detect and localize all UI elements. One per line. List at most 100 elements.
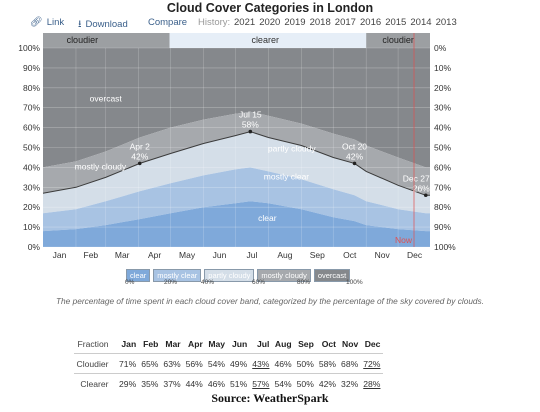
y-right-tick-label: 100% — [434, 242, 456, 252]
history-year-link[interactable]: 2021 — [234, 17, 256, 28]
table-cell: 35% — [138, 373, 161, 393]
y-left-tick-label: 40% — [23, 162, 40, 172]
table-header-month: Jul — [257, 338, 270, 349]
x-tick-label: Jun — [213, 250, 227, 260]
table-cell: 65% — [138, 353, 161, 374]
x-tick-label: Sep — [310, 250, 325, 260]
legend-tick-label: 80% — [297, 279, 311, 286]
link-button[interactable]: 🔗︎ Link — [30, 17, 65, 28]
history-year-link[interactable]: 2017 — [334, 17, 356, 28]
x-tick-label: Dec — [407, 250, 423, 260]
band-label-mostly-clear: mostly clear — [264, 171, 310, 181]
annotation-value: 42% — [131, 151, 148, 161]
x-tick-label: Jul — [246, 250, 257, 260]
table-cell: 68% — [338, 353, 361, 374]
history-year-link[interactable]: 2013 — [435, 17, 457, 28]
history-year-link[interactable]: 2020 — [259, 17, 281, 28]
annotation-value: 58% — [242, 120, 259, 130]
y-left-tick-label: 20% — [23, 202, 40, 212]
band-clear — [43, 201, 430, 247]
y-left-tick-label: 30% — [23, 182, 40, 192]
annotation-point — [423, 193, 428, 198]
table-cell: 43% — [249, 353, 272, 374]
annotation-point — [352, 161, 357, 166]
cloud-cover-chart: cloudier clearer cloudier overcast mostly cl… — [18, 33, 456, 260]
table-cell: 46% — [205, 373, 228, 393]
legend: clear mostly clear partly cloudy mostly clo… — [126, 265, 353, 282]
annotation-date: Jul 15 — [239, 110, 262, 120]
compare-button[interactable]: Compare — [148, 17, 188, 28]
annotation-date: Dec 27 — [403, 173, 430, 183]
y-right-tick-label: 60% — [434, 162, 451, 172]
table-cell: 50% — [294, 373, 317, 393]
table-cell: 29% — [116, 373, 139, 393]
table-cell: 44% — [183, 373, 206, 393]
band-mostly-clear — [43, 167, 430, 232]
legend-item: clear — [126, 269, 151, 282]
x-tick-label: Nov — [375, 250, 391, 260]
y-right-tick-label: 0% — [434, 43, 447, 53]
y-right-tick-label: 30% — [434, 103, 451, 113]
header-label-cloudier-left: cloudier — [67, 35, 99, 45]
table-row-label: Cloudier — [74, 353, 117, 374]
download-button[interactable]: ⭳ Download — [78, 19, 128, 30]
table-cell: 32% — [338, 373, 361, 393]
legend-item: overcast — [313, 269, 351, 282]
legend-tick-label: 100% — [346, 279, 363, 286]
annotation-value: 26% — [413, 183, 430, 193]
toolbar: 🔗︎ Link ⭳ Download Compare History: 2021 20… — [12, 17, 532, 31]
legend-item: mostly clear — [153, 269, 202, 282]
table-row-label: Clearer — [74, 373, 117, 393]
now-label: Now — [395, 235, 413, 245]
legend-tick-label: 60% — [252, 279, 266, 286]
table-cell: 71% — [116, 353, 139, 374]
table-header-month: Dec — [364, 338, 381, 349]
history-year-link[interactable]: 2018 — [309, 17, 331, 28]
table-cell: 54% — [271, 373, 295, 393]
history-year-link[interactable]: 2014 — [410, 17, 432, 28]
y-left-tick-label: 90% — [23, 63, 40, 73]
table-cell: 28% — [360, 373, 383, 393]
band-label-mostly-cloudy: mostly cloudy — [75, 161, 127, 171]
table-cell: 42% — [316, 373, 339, 393]
table-cell: 63% — [160, 353, 184, 374]
history-year-link[interactable]: 2019 — [284, 17, 306, 28]
table-header-month: Apr — [188, 338, 203, 349]
table-cell: 46% — [271, 353, 295, 374]
history-year-link[interactable]: 2016 — [360, 17, 382, 28]
header-label-clearer: clearer — [251, 35, 279, 45]
x-tick-label: Feb — [84, 250, 99, 260]
legend-ticks: 0% 20% 40% 60% 80% 100% — [0, 279, 540, 289]
table-cell: 49% — [227, 353, 250, 374]
table-header-month: Aug — [274, 338, 292, 349]
history-year-link[interactable]: 2015 — [385, 17, 407, 28]
table-row-cloudier: Cloudier 71% 65% 63% 56% 54% 49% 43% 46% 50% 58% 68… — [74, 353, 383, 374]
x-tick-label: Jan — [53, 250, 67, 260]
header-band-clearer — [169, 33, 367, 48]
legend-tick-label: 40% — [201, 279, 215, 286]
table-cell: 57% — [249, 373, 272, 393]
y-right-tick-label: 10% — [434, 63, 451, 73]
chart-caption: The percentage of time spent in each clo… — [55, 296, 484, 306]
header-label-cloudier-right: cloudier — [382, 35, 414, 45]
link-icon: 🔗︎ — [30, 17, 43, 28]
y-left-tick-label: 50% — [23, 143, 40, 153]
y-right-tick-label: 70% — [434, 182, 451, 192]
table-cell: 50% — [294, 353, 317, 374]
x-tick-label: Mar — [115, 250, 130, 260]
table-header-month: Nov — [342, 338, 359, 349]
y-left-tick-label: 10% — [23, 222, 40, 232]
table-header-month: Oct — [321, 338, 337, 349]
y-left-tick-label: 0% — [28, 242, 41, 252]
y-left-tick-label: 70% — [23, 103, 40, 113]
band-label-overcast: overcast — [90, 94, 123, 104]
x-tick-label: May — [179, 250, 196, 260]
table-cell: 58% — [316, 353, 339, 374]
table-header-month: Feb — [143, 338, 159, 349]
clear-percentage-line — [42, 131, 430, 196]
band-label-partly-cloudy: partly cloudy — [268, 143, 316, 153]
cloud-fraction-table: Fraction Jan Feb Mar Apr May Jun Jul Aug Sep Oct No… — [74, 334, 383, 393]
y-right-tick-label: 40% — [434, 123, 451, 133]
x-tick-label: Aug — [277, 250, 292, 260]
download-icon: ⭳ — [78, 19, 82, 30]
